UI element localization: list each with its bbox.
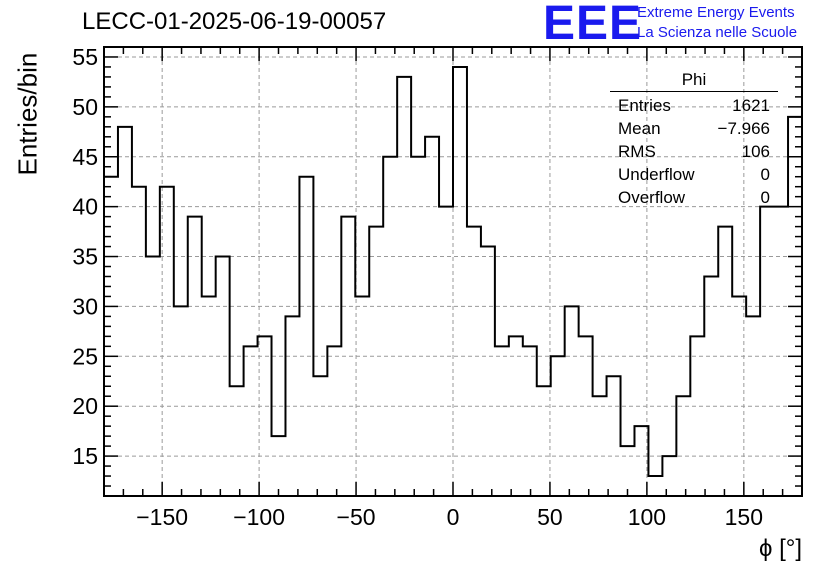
stats-label: Underflow <box>618 165 695 184</box>
axis-ticks <box>103 46 803 497</box>
histogram-bar <box>383 157 397 496</box>
y-tick-label: 40 <box>72 194 98 220</box>
y-tick-label: 20 <box>72 393 98 419</box>
y-tick-label: 50 <box>72 94 98 120</box>
stats-box: Phi Entries 1621 Mean −7.966 RMS 106 Und… <box>610 70 778 209</box>
histogram-bar <box>118 127 132 496</box>
tick-labels: −150 −100 −50 0 50 100 150 15 20 25 30 35 40 45 50 55 <box>72 44 763 530</box>
y-tick-label: 30 <box>72 293 98 319</box>
histogram-bar <box>230 386 244 496</box>
x-tick-label: 0 <box>447 504 460 530</box>
histogram-bar <box>327 346 341 496</box>
histogram-bar <box>160 187 174 496</box>
histogram-bar <box>174 306 188 496</box>
histogram-bar <box>467 227 481 496</box>
histogram-bar <box>244 346 258 496</box>
histogram-bar <box>523 346 537 496</box>
histogram-bar <box>369 227 383 496</box>
x-tick-label: −50 <box>337 504 376 530</box>
histogram-bar <box>565 306 579 496</box>
stats-row: Entries 1621 <box>610 94 778 117</box>
histogram-bar <box>648 476 662 496</box>
histogram-bar <box>746 316 760 496</box>
y-tick-label: 55 <box>72 44 98 70</box>
histogram-bar <box>146 257 160 496</box>
stats-value: 1621 <box>732 96 770 115</box>
histogram-bar <box>621 446 635 496</box>
histogram-bar <box>341 217 355 496</box>
stats-row: Overflow 0 <box>610 186 778 209</box>
histogram-bar <box>732 296 746 496</box>
histogram-bar <box>439 207 453 496</box>
x-tick-label: 50 <box>537 504 563 530</box>
stats-label: Overflow <box>618 188 686 207</box>
histogram-bar <box>397 77 411 496</box>
x-tick-label: −100 <box>233 504 285 530</box>
y-tick-label: 15 <box>72 443 98 469</box>
histogram-bar <box>272 436 286 496</box>
stats-value: 0 <box>760 188 770 207</box>
histogram-bar <box>537 386 551 496</box>
histogram-bar <box>453 67 467 496</box>
histogram-bar <box>579 336 593 496</box>
y-tick-label: 35 <box>72 244 98 270</box>
stats-value: −7.966 <box>717 119 770 138</box>
stats-title: Phi <box>610 70 778 92</box>
logo-subtitle-1: Extreme Energy Events <box>637 4 795 21</box>
stats-value: 0 <box>760 165 770 184</box>
histogram-bar <box>188 217 202 496</box>
stats-label: Entries <box>618 96 671 115</box>
x-tick-label: −150 <box>136 504 188 530</box>
grid-layer <box>104 47 802 496</box>
histogram-bar <box>481 247 495 496</box>
plot-frame <box>103 46 803 497</box>
histogram-bar <box>607 376 621 496</box>
histogram-bar <box>258 336 272 496</box>
histogram-bar <box>718 227 732 496</box>
histogram-bar <box>216 257 230 496</box>
histogram-bar <box>132 187 146 496</box>
histogram-bar <box>593 396 607 496</box>
histogram-bar <box>551 356 565 496</box>
histogram-bar <box>495 346 509 496</box>
histogram-bar <box>760 207 774 496</box>
stats-row: Mean −7.966 <box>610 117 778 140</box>
x-tick-label: 150 <box>725 504 763 530</box>
stats-row: RMS 106 <box>610 140 778 163</box>
histogram-bar <box>285 316 299 496</box>
histogram-bar <box>299 177 313 496</box>
histogram-bar <box>355 296 369 496</box>
histogram-bar <box>704 276 718 496</box>
logo-subtitle-2: La Scienza nelle Scuole <box>637 24 798 41</box>
histogram-step-line <box>104 65 802 478</box>
histogram-bar <box>202 296 216 496</box>
histogram-bar <box>690 336 704 496</box>
histogram-bar <box>774 207 788 496</box>
stats-row: Underflow 0 <box>610 163 778 186</box>
x-tick-label: 100 <box>628 504 666 530</box>
chart-title: LECC-01-2025-06-19-00057 <box>82 8 387 35</box>
histogram-bar <box>676 396 690 496</box>
x-axis-label: ϕ [°] <box>758 535 802 562</box>
y-tick-label: 25 <box>72 343 98 369</box>
histogram-bar <box>425 137 439 496</box>
y-tick-label: 45 <box>72 144 98 170</box>
y-axis-label: Entries/bin <box>12 52 43 176</box>
stats-label: Mean <box>618 119 661 138</box>
stats-label: RMS <box>618 142 656 161</box>
histogram-bar <box>411 157 425 496</box>
histogram-bar <box>509 336 523 496</box>
histogram-bar <box>662 456 676 496</box>
eee-logo: EEE <box>543 0 643 50</box>
stats-value: 106 <box>741 142 770 161</box>
histogram-bar <box>313 376 327 496</box>
